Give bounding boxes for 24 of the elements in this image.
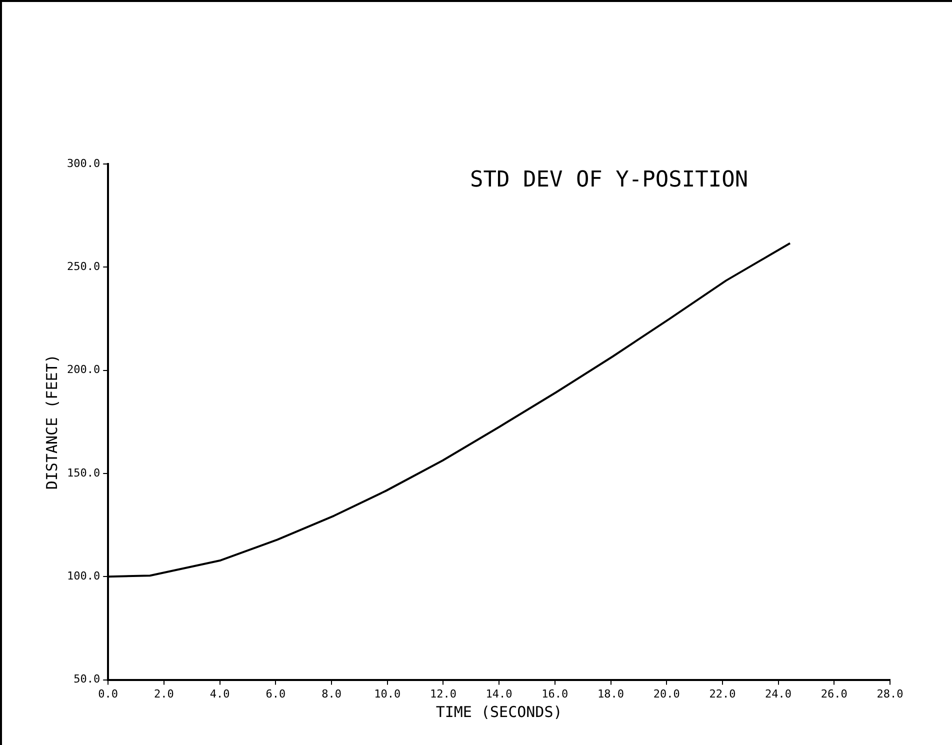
x-tick-label: 22.0	[709, 687, 736, 700]
x-tick-label: 4.0	[210, 687, 230, 700]
x-tick-label: 6.0	[266, 687, 286, 700]
x-tick-label: 14.0	[486, 687, 512, 700]
chart-title: STD DEV OF Y-POSITION	[470, 168, 748, 193]
x-tick-label: 0.0	[98, 687, 118, 700]
y-tick-label: 200.0	[66, 363, 100, 376]
x-tick-label: 12.0	[430, 687, 456, 700]
x-tick-label: 8.0	[322, 687, 342, 700]
x-tick-label: 20.0	[653, 687, 680, 700]
y-tick-label: 50.0	[74, 672, 100, 686]
x-tick-label: 28.0	[876, 687, 904, 700]
x-tick-label: 26.0	[820, 687, 848, 700]
y-tick-label: 250.0	[66, 260, 100, 274]
x-tick-label: 10.0	[374, 687, 401, 700]
x-tick-label: 18.0	[598, 687, 624, 700]
y-tick-label: 150.0	[66, 466, 100, 480]
x-tick-label: 2.0	[154, 687, 174, 700]
y-axis-title: DISTANCE (FEET)	[42, 354, 61, 490]
x-tick-label: 24.0	[765, 687, 792, 700]
y-tick-label: 100.0	[66, 570, 100, 582]
y-tick-label: 300.0	[66, 156, 100, 170]
x-axis-title: TIME (SECONDS)	[436, 702, 562, 721]
x-tick-label: 16.0	[542, 687, 568, 700]
